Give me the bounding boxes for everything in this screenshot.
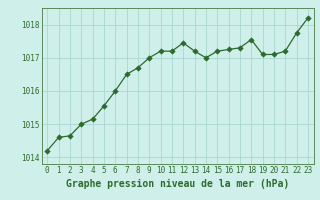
X-axis label: Graphe pression niveau de la mer (hPa): Graphe pression niveau de la mer (hPa) — [66, 179, 289, 189]
